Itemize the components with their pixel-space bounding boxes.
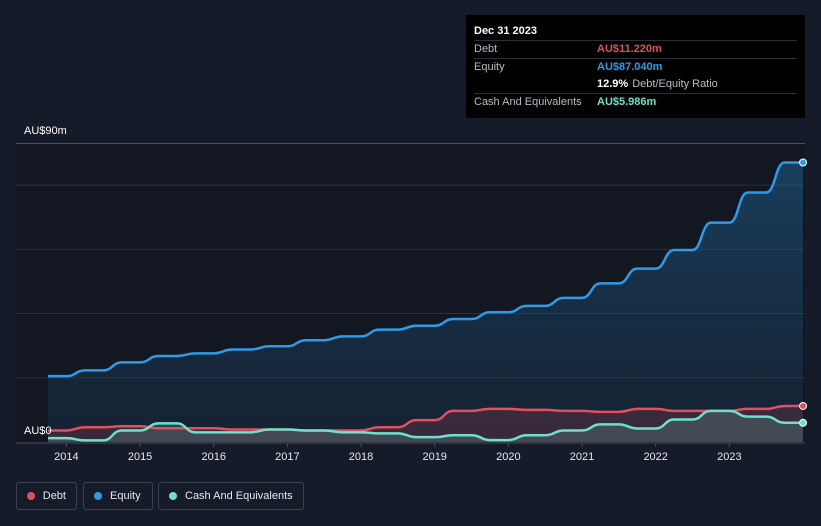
tooltip-date: Dec 31 2023 bbox=[474, 25, 537, 37]
legend-equity-label: Equity bbox=[110, 490, 141, 502]
debt-line bbox=[48, 404, 803, 432]
tooltip-equity-label: Equity bbox=[474, 61, 505, 73]
x-tick-label: 2016 bbox=[201, 451, 225, 463]
x-tick-label: 2014 bbox=[54, 451, 78, 463]
y-axis-top-label: AU$90m bbox=[24, 125, 67, 137]
tooltip-debt-label: Debt bbox=[474, 43, 498, 55]
tooltip-equity-value: AU$87.040m bbox=[597, 61, 663, 73]
x-tick-label: 2023 bbox=[717, 451, 741, 463]
y-axis-bottom-label: AU$0 bbox=[24, 425, 52, 437]
x-tick-label: 2019 bbox=[422, 451, 446, 463]
x-tick-label: 2022 bbox=[643, 451, 667, 463]
tooltip-ratio-value: 12.9% bbox=[597, 78, 629, 90]
tooltip-debt-value: AU$11.220m bbox=[597, 43, 662, 55]
debt-end-point bbox=[799, 401, 807, 410]
tooltip-row-cash: Cash And Equivalents AU$5.986m bbox=[474, 93, 797, 111]
cash-area bbox=[48, 410, 803, 442]
x-axis-ticks: 2014 2015 2016 2017 2018 2019 2020 2021 2022 2023 bbox=[54, 443, 742, 463]
tooltip-cash-value: AU$5.986m bbox=[597, 96, 657, 108]
tooltip-row-ratio: 12.9% Debt/Equity Ratio bbox=[474, 76, 797, 93]
tooltip-panel: Dec 31 2023 Debt AU$11.220m Equity AU$87… bbox=[466, 15, 805, 118]
equity-legend-dot bbox=[94, 492, 102, 500]
x-tick-label: 2017 bbox=[275, 451, 299, 463]
x-tick-label: 2018 bbox=[349, 451, 373, 463]
x-tick-label: 2020 bbox=[496, 451, 520, 463]
cash-legend-dot bbox=[169, 492, 177, 500]
series-endpoints bbox=[799, 158, 807, 427]
debt-legend-dot bbox=[27, 492, 35, 500]
legend-cash-label: Cash And Equivalents bbox=[185, 490, 293, 502]
legend-equity[interactable]: Equity bbox=[83, 482, 153, 510]
cash-end-point bbox=[799, 418, 807, 427]
tooltip-cash-label: Cash And Equivalents bbox=[474, 96, 582, 108]
legend-debt-label: Debt bbox=[42, 490, 66, 502]
legend-cash[interactable]: Cash And Equivalents bbox=[158, 482, 304, 510]
equity-line bbox=[48, 161, 803, 378]
cash-line bbox=[48, 409, 803, 442]
tooltip-row-equity: Equity AU$87.040m bbox=[474, 58, 797, 76]
equity-area bbox=[48, 162, 803, 442]
legend-debt[interactable]: Debt bbox=[16, 482, 77, 510]
equity-end-point bbox=[799, 158, 807, 167]
series-lines bbox=[48, 161, 803, 442]
x-tick-label: 2021 bbox=[570, 451, 594, 463]
tooltip-row-debt: Debt AU$11.220m bbox=[474, 40, 797, 58]
x-tick-label: 2015 bbox=[128, 451, 152, 463]
tooltip-ratio-label: Debt/Equity Ratio bbox=[632, 78, 718, 90]
